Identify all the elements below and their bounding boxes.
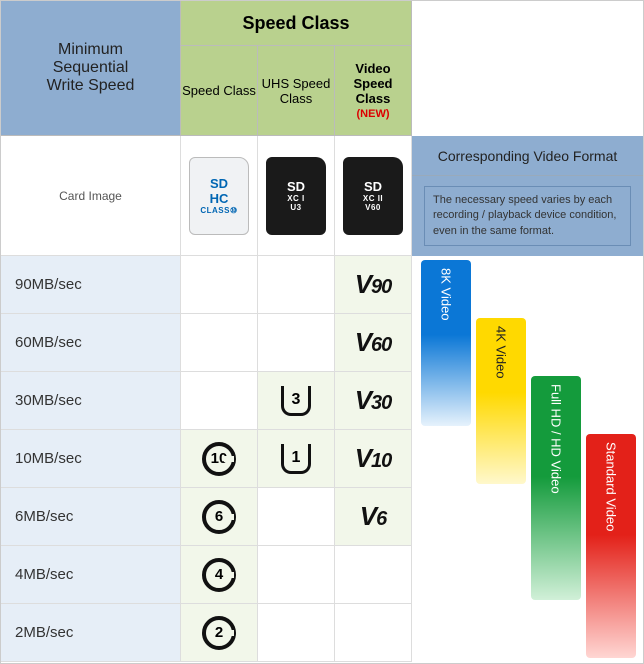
- class-icon: 2: [202, 616, 236, 650]
- cell-speed-class: [181, 256, 258, 313]
- cell-speed-class: [181, 372, 258, 429]
- video-format-bar: 4K Video: [476, 318, 526, 484]
- header-col-label: Speed Class: [182, 83, 256, 98]
- cell-speed-class: 2: [181, 604, 258, 661]
- header-col-speed-class: Speed Class: [181, 46, 258, 136]
- speed-label: 90MB/sec: [1, 256, 181, 313]
- video-format-bar: Full HD / HD Video: [531, 376, 581, 600]
- class-icon: 6: [202, 500, 236, 534]
- card-image-sdxc-uhs1: SD XC I U3: [258, 136, 335, 256]
- uhs-icon: 1: [281, 444, 311, 474]
- cell-uhs: [258, 604, 335, 661]
- cell-video-class: [335, 604, 412, 661]
- card-image-sdhc: SD HC CLASS⑩: [181, 136, 258, 256]
- header-col-label: UHS Speed Class: [258, 76, 334, 106]
- sdxc-card-icon: SD XC I U3: [266, 157, 326, 235]
- cell-video-class: V30: [335, 372, 412, 429]
- speed-row: 90MB/sec V90: [1, 256, 412, 314]
- speed-label: 4MB/sec: [1, 546, 181, 603]
- speed-label: 6MB/sec: [1, 488, 181, 545]
- header-col-video: Video Speed Class (NEW): [335, 46, 412, 136]
- corresponding-format-header: Corresponding Video Format: [412, 136, 643, 176]
- uhs-icon: 3: [281, 386, 311, 416]
- sdhc-card-icon: SD HC CLASS⑩: [189, 157, 249, 235]
- video-class-icon: V60: [355, 327, 392, 358]
- speed-row: 2MB/sec 2: [1, 604, 412, 662]
- video-class-icon: V6: [360, 501, 386, 532]
- cell-speed-class: [181, 314, 258, 371]
- cell-speed-class: 6: [181, 488, 258, 545]
- cell-speed-class: 10: [181, 430, 258, 487]
- header-col-uhs: UHS Speed Class: [258, 46, 335, 136]
- sdxc-v60-card-icon: SD XC II V60: [343, 157, 403, 235]
- header-left-text: Minimum Sequential Write Speed: [47, 41, 135, 95]
- speed-label: 10MB/sec: [1, 430, 181, 487]
- sd-speed-class-table: Minimum Sequential Write Speed Speed Cla…: [0, 0, 644, 664]
- class-icon: 4: [202, 558, 236, 592]
- header-speed-class: Speed Class: [181, 1, 412, 46]
- cell-video-class: V60: [335, 314, 412, 371]
- cell-uhs: [258, 488, 335, 545]
- speed-label: 2MB/sec: [1, 604, 181, 661]
- cell-video-class: V10: [335, 430, 412, 487]
- speed-label: 60MB/sec: [1, 314, 181, 371]
- speed-row: 10MB/sec 10 1 V10: [1, 430, 412, 488]
- video-format-label: Full HD / HD Video: [549, 384, 564, 494]
- video-format-label: 8K Video: [439, 268, 454, 321]
- card-image-sdxc-uhs2: SD XC II V60: [335, 136, 412, 256]
- header-col-label: Video Speed Class: [335, 61, 411, 106]
- cell-speed-class: 4: [181, 546, 258, 603]
- cell-uhs: 1: [258, 430, 335, 487]
- cell-video-class: V6: [335, 488, 412, 545]
- video-format-label: Standard Video: [604, 442, 619, 531]
- speed-row: 30MB/sec 3 V30: [1, 372, 412, 430]
- cell-uhs: [258, 314, 335, 371]
- speed-row: 4MB/sec 4: [1, 546, 412, 604]
- class-icon: 10: [202, 442, 236, 476]
- video-format-bar: 8K Video: [421, 260, 471, 426]
- note-text: The necessary speed varies by each recor…: [424, 186, 631, 246]
- cell-uhs: [258, 256, 335, 313]
- cell-video-class: [335, 546, 412, 603]
- speed-label: 30MB/sec: [1, 372, 181, 429]
- new-badge: (NEW): [357, 108, 390, 120]
- cell-video-class: V90: [335, 256, 412, 313]
- card-image-label: Card Image: [1, 136, 181, 256]
- cell-uhs: [258, 546, 335, 603]
- speed-row: 60MB/sec V60: [1, 314, 412, 372]
- cell-uhs: 3: [258, 372, 335, 429]
- video-class-icon: V30: [355, 385, 392, 416]
- video-format-label: 4K Video: [494, 326, 509, 379]
- video-format-bar: Standard Video: [586, 434, 636, 658]
- video-class-icon: V10: [355, 443, 392, 474]
- video-class-icon: V90: [355, 269, 392, 300]
- corresponding-format-note: The necessary speed varies by each recor…: [412, 176, 643, 256]
- header-left: Minimum Sequential Write Speed: [1, 1, 181, 136]
- speed-row: 6MB/sec 6 V6: [1, 488, 412, 546]
